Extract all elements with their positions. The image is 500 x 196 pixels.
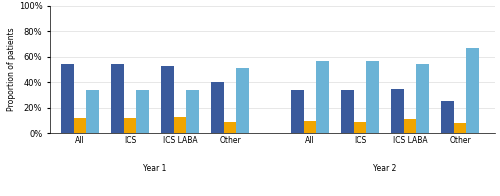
Bar [404,119,416,133]
Bar [236,68,249,133]
Bar [136,90,149,133]
Text: Year 1: Year 1 [144,164,167,173]
Bar [186,90,199,133]
Y-axis label: Proportion of patients: Proportion of patients [7,28,16,111]
Bar [416,64,429,133]
Bar [316,61,329,133]
Bar [224,122,236,133]
Bar [174,117,186,133]
Bar [74,118,86,133]
Bar [86,90,99,133]
Bar [391,89,404,133]
Text: Year 2: Year 2 [374,164,396,173]
Bar [466,48,479,133]
Bar [161,66,174,133]
Bar [354,122,366,133]
Bar [211,82,224,133]
Bar [304,121,316,133]
Bar [366,61,379,133]
Bar [124,118,136,133]
Bar [61,64,74,133]
Bar [341,90,354,133]
Bar [291,90,304,133]
Bar [111,64,124,133]
Bar [442,101,454,133]
Bar [454,123,466,133]
